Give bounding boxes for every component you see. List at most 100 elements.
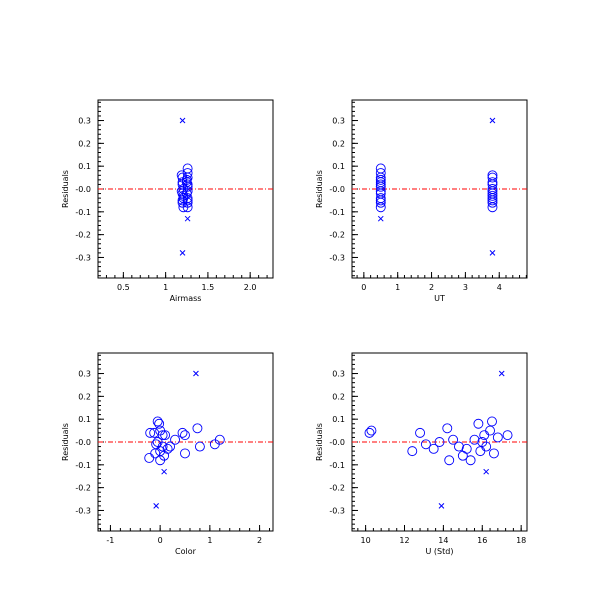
- data-point-circle: [182, 179, 193, 190]
- data-point-circle: [487, 202, 498, 213]
- data-point-circle: [375, 197, 386, 208]
- data-point-circle: [485, 425, 496, 436]
- x-tick-label: 0.5: [117, 283, 130, 292]
- y-tick-label: 0.1: [332, 162, 345, 171]
- data-point-circle: [144, 453, 155, 463]
- data-point-circle: [149, 427, 160, 438]
- data-point-cross: [438, 503, 445, 509]
- data-point-cross: [161, 468, 167, 475]
- y-tick-label: -0.2: [329, 484, 345, 493]
- data-point-circle: [487, 195, 498, 206]
- data-point-cross: [483, 468, 490, 475]
- y-tick-label: -0.1: [75, 461, 91, 470]
- y-tick-label: 0.2: [78, 392, 91, 401]
- y-axis-title: Residuals: [315, 170, 324, 208]
- data-point-circle: [487, 190, 498, 201]
- data-point-cross: [179, 117, 186, 124]
- data-point-circle: [473, 418, 484, 429]
- x-axis-title: UT: [434, 294, 445, 303]
- data-point-cross: [184, 215, 191, 222]
- y-tick-label: -0.2: [329, 231, 345, 240]
- y-tick-label: -0.3: [329, 253, 345, 262]
- data-point-circle: [453, 441, 464, 452]
- x-tick-label: 1: [207, 536, 212, 545]
- y-tick-label: -0.0: [329, 185, 345, 194]
- x-tick-label: 2.0: [244, 283, 257, 292]
- data-point-circle: [407, 446, 418, 457]
- y-tick-label: -0.1: [329, 461, 345, 470]
- data-point-circle: [444, 455, 455, 466]
- data-point-cross: [377, 215, 384, 222]
- x-tick-label: 0: [158, 536, 163, 545]
- x-tick-label: 10: [361, 536, 371, 545]
- x-tick-label: 3: [463, 283, 468, 292]
- ustd-panel: 10 12 14 16 18 -0.3 -0.2 -0.1 -0.0 0.1 0.2 0.3 U (St…: [315, 352, 528, 556]
- data-point-cross: [498, 370, 505, 377]
- y-tick-label: -0.1: [329, 208, 345, 217]
- y-tick-label: 0.3: [78, 370, 91, 379]
- x-axis-title: Airmass: [170, 294, 202, 303]
- data-point-circle: [182, 195, 193, 206]
- data-point-cross: [179, 250, 186, 256]
- data-point-circle: [487, 197, 498, 208]
- data-point-circle: [465, 455, 476, 466]
- x-tick-label: 2: [429, 283, 434, 292]
- data-point-circle: [375, 181, 386, 192]
- data-point-circle: [182, 197, 193, 208]
- data-point-circle: [151, 439, 162, 450]
- data-point-circle: [481, 441, 492, 452]
- data-point-circle: [152, 416, 163, 427]
- x-tick-label: 1: [395, 283, 400, 292]
- x-tick-label: 12: [399, 536, 409, 545]
- y-tick-label: 0.3: [332, 370, 345, 379]
- data-point-circle: [157, 430, 168, 441]
- data-point-circle: [492, 432, 503, 443]
- data-point-circle: [182, 181, 193, 192]
- data-point-circle: [181, 174, 192, 185]
- y-tick-label: -0.3: [75, 253, 91, 262]
- x-tick-label: 14: [438, 536, 448, 545]
- data-point-circle: [180, 430, 190, 441]
- y-tick-label: 0.1: [332, 415, 345, 424]
- x-tick-label: 18: [516, 536, 526, 545]
- data-point-circle: [155, 455, 166, 466]
- data-point-cross: [489, 117, 496, 124]
- x-tick-label: -1: [106, 536, 114, 545]
- y-axis-title: Residuals: [61, 423, 70, 461]
- data-point-circle: [428, 443, 439, 454]
- data-point-circle: [182, 202, 193, 213]
- data-point-cross: [489, 250, 496, 256]
- data-point-circle: [177, 427, 188, 438]
- y-tick-label: -0.2: [75, 231, 91, 240]
- y-tick-label: 0.1: [78, 162, 91, 171]
- y-tick-label: 0.1: [78, 415, 91, 424]
- data-point-circle: [448, 434, 459, 445]
- y-tick-label: -0.3: [75, 506, 91, 515]
- y-tick-label: 0.2: [332, 139, 345, 148]
- airmass-panel: 0.5 1 1.5 2.0 -0.3 -0.2 -0.1 -0.0 0.1 0.2 0.3 Airma…: [61, 99, 274, 303]
- x-axis-title: Color: [175, 547, 197, 556]
- data-point-circle: [420, 439, 431, 450]
- data-point-circle: [487, 179, 498, 190]
- data-point-circle: [209, 439, 220, 450]
- data-point-circle: [375, 195, 386, 206]
- y-tick-label: 0.3: [332, 117, 345, 126]
- data-point-circle: [165, 441, 176, 452]
- y-tick-label: 0.2: [78, 139, 91, 148]
- data-point-circle: [487, 172, 498, 183]
- data-point-cross: [193, 370, 199, 377]
- data-point-circle: [192, 423, 203, 434]
- data-point-circle: [375, 179, 386, 190]
- y-axis-title: Residuals: [61, 170, 70, 208]
- data-point-circle: [488, 448, 499, 459]
- data-point-circle: [442, 423, 453, 434]
- data-point-circle: [154, 418, 165, 429]
- x-tick-label: 0: [361, 283, 366, 292]
- data-point-cross: [153, 503, 160, 509]
- x-tick-label: 2: [257, 536, 262, 545]
- y-tick-label: -0.1: [75, 208, 91, 217]
- y-tick-label: 0.2: [332, 392, 345, 401]
- data-point-circle: [502, 430, 513, 441]
- color-panel: -1 0 1 2 -0.3 -0.2 -0.1 -0.0 0.1 0.2 0.3 Color Resid…: [61, 352, 274, 556]
